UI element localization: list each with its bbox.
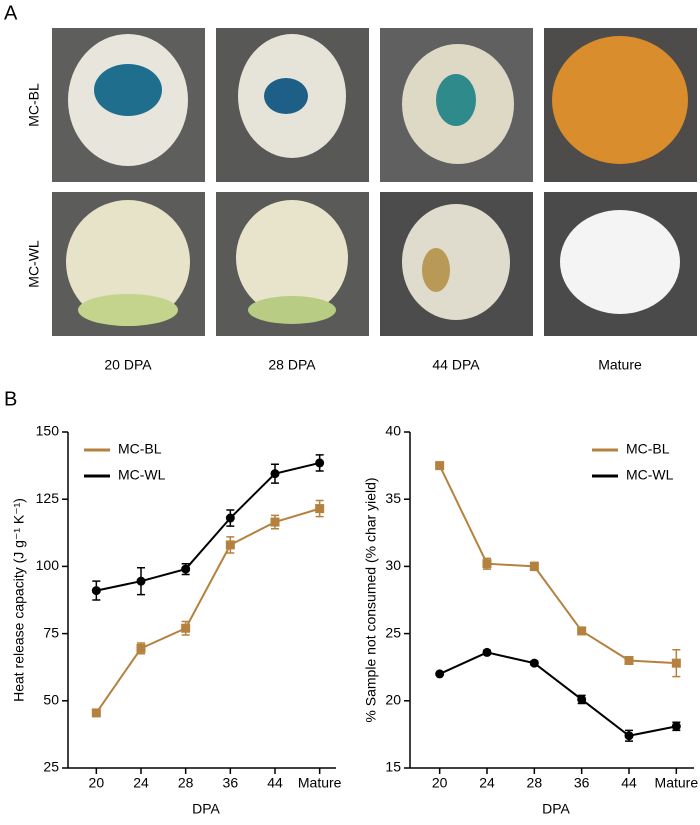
x-tick-label: Mature [655,775,699,791]
marker [671,721,681,731]
x-tick-label: 28 [527,775,543,791]
marker [482,559,492,569]
marker [270,469,280,479]
marker [315,458,325,468]
x-tick-label: 28 [178,775,194,791]
marker [181,564,191,574]
y-tick-label: 75 [43,624,59,640]
x-tick-label: 44 [621,775,637,791]
y-axis-label: Heat release capacity (J g⁻¹ K⁻¹) [11,498,27,702]
x-tick-label: 20 [89,775,105,791]
y-tick-label: 25 [385,624,401,640]
panel-label: B [4,388,17,410]
y-tick-label: 30 [385,557,401,573]
marker [91,708,101,718]
x-tick-label: 24 [133,775,149,791]
legend-label: MC-BL [118,441,162,457]
x-tick-label: 44 [267,775,283,791]
marker [435,669,445,679]
marker [624,655,634,665]
marker [529,658,539,668]
series-line [439,651,677,737]
column-label: 28 DPA [268,357,316,373]
y-axis-label: % Sample not consumed (% char yield) [363,477,379,722]
marker [577,694,587,704]
x-tick-label: 36 [574,775,590,791]
marker [577,626,587,636]
marker [136,576,146,586]
marker [482,647,492,657]
row-label: MC-BL [26,83,42,127]
y-tick-label: 40 [385,423,401,439]
marker [225,513,235,523]
series-line [95,507,320,714]
panel-label: A [4,2,18,24]
y-tick-label: 150 [36,423,60,439]
marker [315,504,325,514]
marker [181,623,191,633]
x-axis-label: DPA [192,801,220,817]
column-label: Mature [598,357,642,373]
series-line [438,465,677,665]
x-tick-label: 36 [223,775,239,791]
x-axis-label: DPA [542,801,570,817]
x-tick-label: Mature [298,775,342,791]
column-label: 20 DPA [104,357,152,373]
y-tick-label: 100 [36,557,60,573]
y-tick-label: 25 [43,759,59,775]
column-label: 44 DPA [432,357,480,373]
x-tick-label: 24 [479,775,495,791]
photo-grid [52,28,697,336]
marker [529,561,539,571]
marker [671,658,681,668]
marker [624,731,634,741]
legend-label: MC-BL [626,441,670,457]
marker [270,517,280,527]
y-tick-label: 50 [43,692,59,708]
y-tick-label: 20 [385,692,401,708]
legend-label: MC-WL [626,467,674,483]
y-tick-label: 35 [385,490,401,506]
row-label: MC-WL [26,240,42,288]
marker [91,586,101,596]
marker [435,461,445,471]
marker [136,643,146,653]
y-tick-label: 125 [36,490,60,506]
x-tick-label: 20 [432,775,448,791]
series-line [96,461,320,592]
y-tick-label: 15 [385,759,401,775]
legend-label: MC-WL [118,467,166,483]
marker [225,540,235,550]
